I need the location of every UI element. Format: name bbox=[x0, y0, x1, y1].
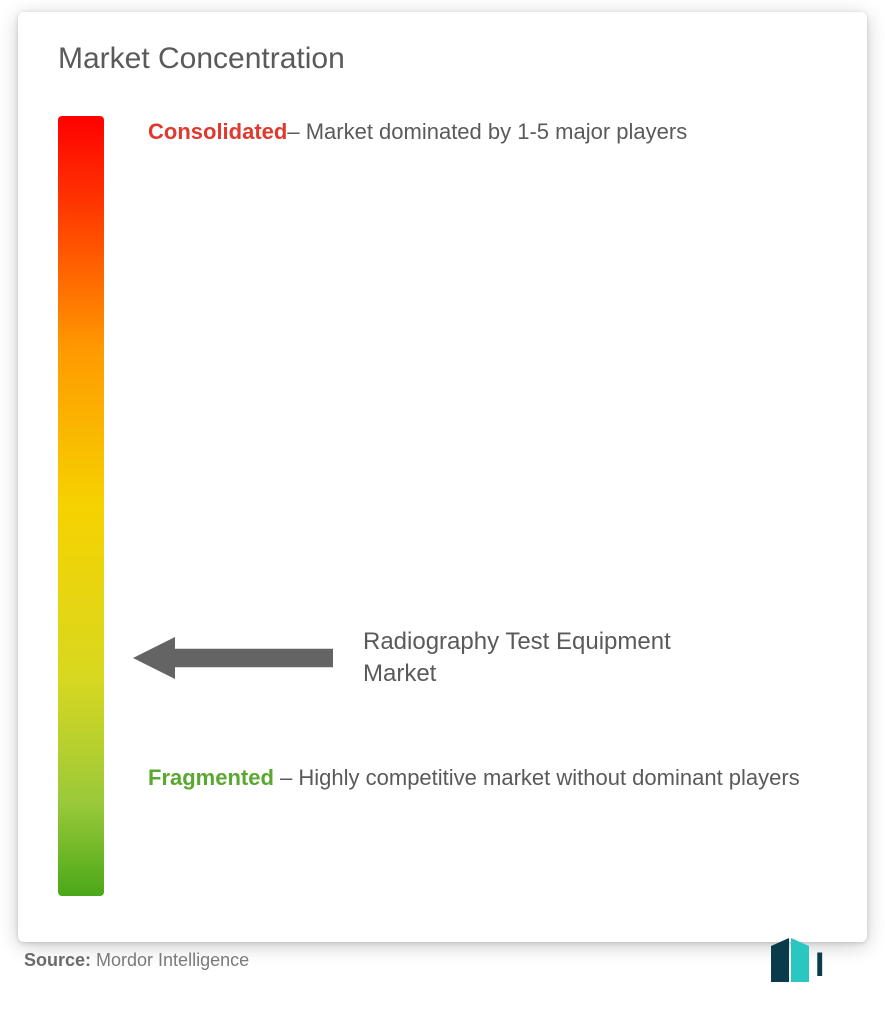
consolidated-desc: – Market dominated by 1-5 major players bbox=[287, 119, 687, 144]
fragmented-desc: – Highly competitive market without domi… bbox=[274, 765, 800, 790]
svg-text:I: I bbox=[815, 946, 824, 982]
content-area: Consolidated– Market dominated by 1-5 ma… bbox=[58, 116, 827, 896]
card-title: Market Concentration bbox=[58, 42, 827, 76]
source-citation: Source: Mordor Intelligence bbox=[24, 950, 249, 971]
concentration-gradient-bar bbox=[58, 116, 104, 896]
pointer-label: Radiography Test Equipment Market bbox=[363, 626, 703, 691]
consolidated-keyword: Consolidated bbox=[148, 119, 287, 144]
fragmented-keyword: Fragmented bbox=[148, 765, 274, 790]
fragmented-label: Fragmented – Highly competitive market w… bbox=[148, 756, 807, 800]
footer: Source: Mordor Intelligence I bbox=[18, 938, 867, 982]
brand-logo-icon: I bbox=[771, 938, 861, 982]
consolidated-label: Consolidated– Market dominated by 1-5 ma… bbox=[148, 110, 807, 154]
source-value: Mordor Intelligence bbox=[91, 950, 249, 970]
pointer-arrow-icon bbox=[133, 637, 333, 679]
concentration-card: Market Concentration Consolidated– Marke… bbox=[18, 12, 867, 942]
pointer-group: Radiography Test Equipment Market bbox=[133, 626, 703, 691]
source-label: Source: bbox=[24, 950, 91, 970]
